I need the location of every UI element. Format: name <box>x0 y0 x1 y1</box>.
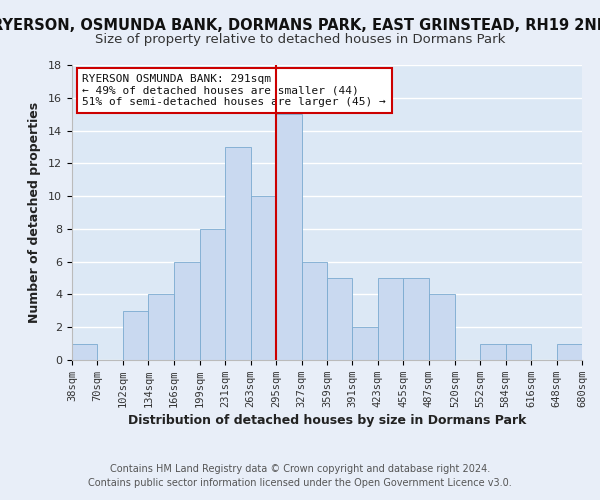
Bar <box>327 278 352 360</box>
Bar <box>72 344 97 360</box>
Bar <box>481 344 506 360</box>
Bar <box>276 114 302 360</box>
Bar <box>251 196 276 360</box>
Bar <box>506 344 531 360</box>
Bar <box>123 311 148 360</box>
Y-axis label: Number of detached properties: Number of detached properties <box>28 102 41 323</box>
Bar <box>428 294 455 360</box>
Text: Size of property relative to detached houses in Dormans Park: Size of property relative to detached ho… <box>95 32 505 46</box>
Bar <box>378 278 403 360</box>
Text: RYERSON, OSMUNDA BANK, DORMANS PARK, EAST GRINSTEAD, RH19 2NB: RYERSON, OSMUNDA BANK, DORMANS PARK, EAS… <box>0 18 600 32</box>
Bar <box>557 344 582 360</box>
Bar <box>173 262 200 360</box>
Bar <box>148 294 173 360</box>
Bar <box>403 278 428 360</box>
Bar <box>200 229 226 360</box>
Text: RYERSON OSMUNDA BANK: 291sqm
← 49% of detached houses are smaller (44)
51% of se: RYERSON OSMUNDA BANK: 291sqm ← 49% of de… <box>82 74 386 107</box>
Bar <box>226 147 251 360</box>
Bar <box>302 262 327 360</box>
Text: Contains HM Land Registry data © Crown copyright and database right 2024.
Contai: Contains HM Land Registry data © Crown c… <box>88 464 512 487</box>
Bar <box>352 327 378 360</box>
X-axis label: Distribution of detached houses by size in Dormans Park: Distribution of detached houses by size … <box>128 414 526 427</box>
